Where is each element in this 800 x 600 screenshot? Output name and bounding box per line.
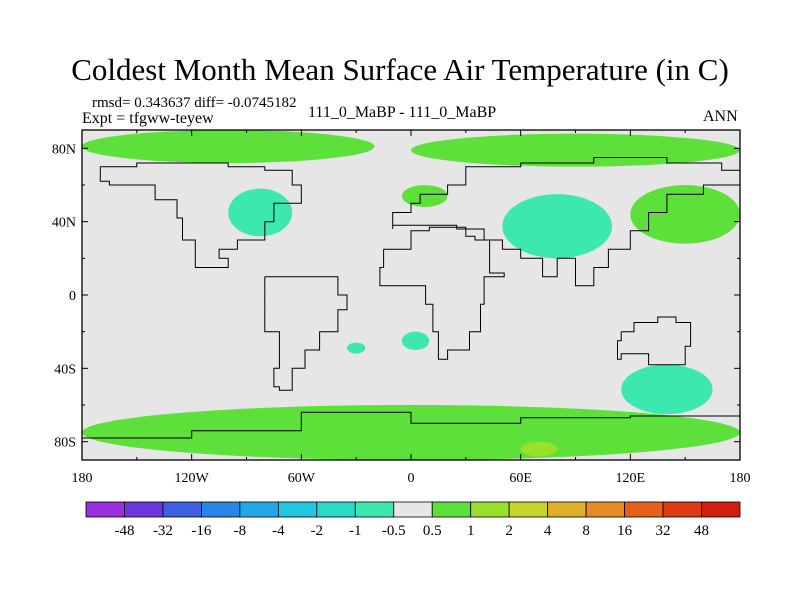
region-antarctic-interior xyxy=(520,441,558,457)
colorbar-swatch xyxy=(124,501,164,518)
region-south-america xyxy=(347,342,366,354)
coastline-0 xyxy=(99,162,302,268)
x-tick-label: 120E xyxy=(616,471,646,486)
colorbar-swatch xyxy=(85,501,125,518)
y-tick-label: 80S xyxy=(54,436,76,451)
colorbar-swatch xyxy=(162,501,202,518)
chart-title: Coldest Month Mean Surface Air Temperatu… xyxy=(71,52,729,87)
colorbar-swatch xyxy=(393,501,433,518)
region-east-asia xyxy=(630,185,741,244)
region-south-atlantic xyxy=(401,331,430,351)
colorbar-label: 2 xyxy=(505,523,513,539)
colorbar-label: -16 xyxy=(191,523,211,539)
colorbar-swatch xyxy=(470,501,510,518)
colorbar-label: 4 xyxy=(544,523,552,539)
experiment-label: Expt = tfgww-teyew xyxy=(82,110,214,127)
colorbar-swatch xyxy=(316,501,356,518)
y-tick-label: 0 xyxy=(69,289,76,304)
coastline-1 xyxy=(264,276,348,391)
region-arctic-eurasia xyxy=(411,133,740,167)
colorbar-swatch xyxy=(624,501,664,518)
colorbar-label: 16 xyxy=(617,523,633,539)
region-central-asia xyxy=(502,194,613,259)
region-australia xyxy=(621,364,713,415)
colorbar-swatch xyxy=(239,501,279,518)
y-tick-label: 40N xyxy=(52,216,76,231)
colorbar-label: 0.5 xyxy=(423,523,442,539)
coastline-3 xyxy=(392,157,741,287)
chart-subtitle: 111_0_MaBP - 111_0_MaBP xyxy=(308,104,497,121)
x-tick-label: 120W xyxy=(175,471,210,486)
region-northwest-america xyxy=(228,188,293,237)
colorbar-label: -0.5 xyxy=(382,523,406,539)
colorbar-label: 48 xyxy=(694,523,709,539)
colorbar-swatch xyxy=(547,501,587,518)
x-tick-label: 180 xyxy=(730,471,751,486)
colorbar-label: -8 xyxy=(234,523,247,539)
colorbar-swatch xyxy=(508,501,549,518)
colorbar-label: 1 xyxy=(467,523,475,539)
x-tick-label: 0 xyxy=(408,471,415,486)
y-tick-label: 40S xyxy=(54,362,76,377)
x-tick-label: 60E xyxy=(509,471,532,486)
colorbar-label: -4 xyxy=(272,523,285,539)
colorbar-label: -2 xyxy=(311,523,324,539)
x-tick-label: 60W xyxy=(288,471,316,486)
stats-label: rmsd= 0.343637 diff= -0.0745182 xyxy=(92,95,297,111)
season-label: ANN xyxy=(703,108,738,125)
colorbar-label: 32 xyxy=(656,523,671,539)
region-arctic-north-america xyxy=(82,130,375,163)
colorbar-label: -32 xyxy=(153,523,173,539)
colorbar-swatch xyxy=(201,501,241,518)
colorbar-label: -1 xyxy=(349,523,362,539)
colorbar-swatch xyxy=(701,501,741,518)
colorbar-swatch xyxy=(585,501,625,518)
coastline-4 xyxy=(617,316,692,366)
colorbar-label: 8 xyxy=(582,523,590,539)
region-western-europe xyxy=(401,185,448,207)
colorbar-swatch xyxy=(354,501,395,518)
colorbar-swatch xyxy=(662,501,702,518)
colorbar-swatch xyxy=(277,501,318,518)
colorbar-label: -48 xyxy=(114,523,134,539)
colorbar-swatch xyxy=(431,501,472,518)
region-antarctic-coast xyxy=(82,405,740,460)
y-tick-label: 80N xyxy=(52,142,76,157)
x-tick-label: 180 xyxy=(72,471,93,486)
